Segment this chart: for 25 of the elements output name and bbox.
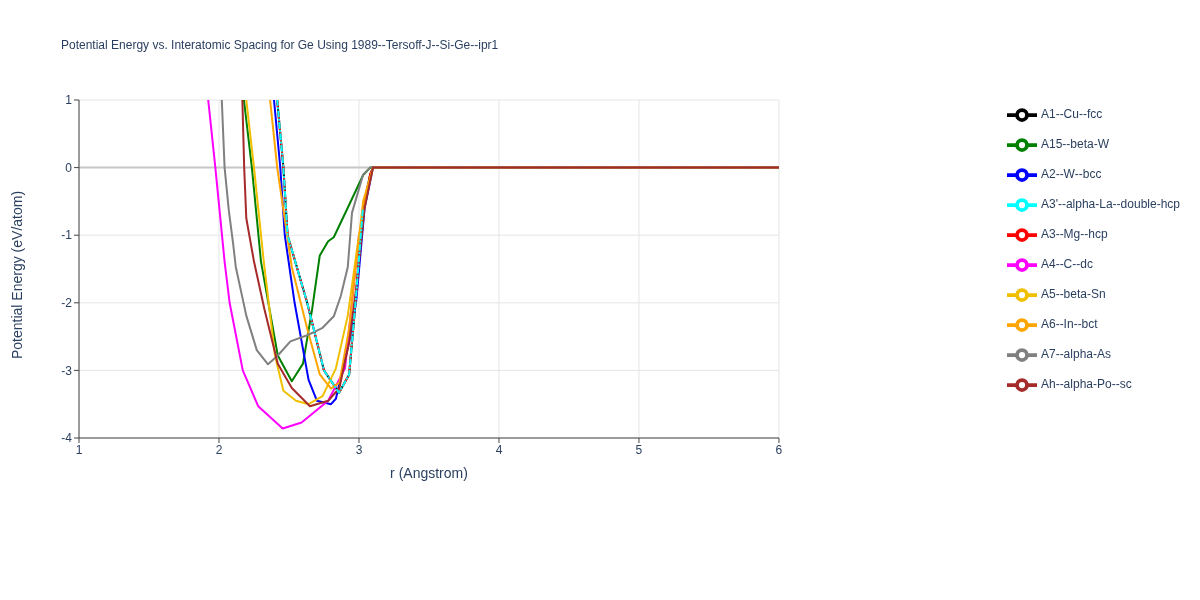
y-tick-label: -1	[61, 228, 73, 243]
y-tick-label: -4	[61, 431, 73, 446]
y-tick-label: 0	[65, 160, 73, 175]
x-tick-label: 2	[215, 442, 223, 457]
legend-label: A7--alpha-As	[1040, 347, 1111, 362]
y-tick-label: 1	[65, 93, 73, 108]
legend-label: A3'--alpha-La--double-hcp	[1040, 197, 1180, 212]
y-tick-label: -2	[61, 296, 73, 311]
legend-label: A1--Cu--fcc	[1040, 107, 1103, 122]
x-tick-label: 5	[635, 442, 643, 457]
legend-label: A5--beta-Sn	[1040, 287, 1106, 302]
x-axis-title: r (Angstrom)	[390, 464, 468, 481]
x-tick-label: 3	[355, 442, 363, 457]
y-tick-label: -3	[61, 363, 73, 378]
legend-label: A3--Mg--hcp	[1040, 227, 1108, 242]
x-tick-label: 1	[75, 442, 83, 457]
legend-label: A2--W--bcc	[1040, 167, 1102, 182]
chart-title: Potential Energy vs. Interatomic Spacing for Ge Using 1989--Tersoff-J--Si-Ge--ipr1	[61, 38, 499, 52]
legend-label: A4--C--dc	[1040, 257, 1093, 272]
legend-label: Ah--alpha-Po--sc	[1040, 377, 1132, 392]
x-tick-label: 6	[775, 442, 783, 457]
legend-label: A6--In--bct	[1040, 317, 1098, 332]
x-tick-label: 4	[495, 442, 503, 457]
y-axis-title: Potential Energy (eV/atom)	[8, 190, 25, 359]
legend-label: A15--beta-W	[1040, 137, 1109, 152]
